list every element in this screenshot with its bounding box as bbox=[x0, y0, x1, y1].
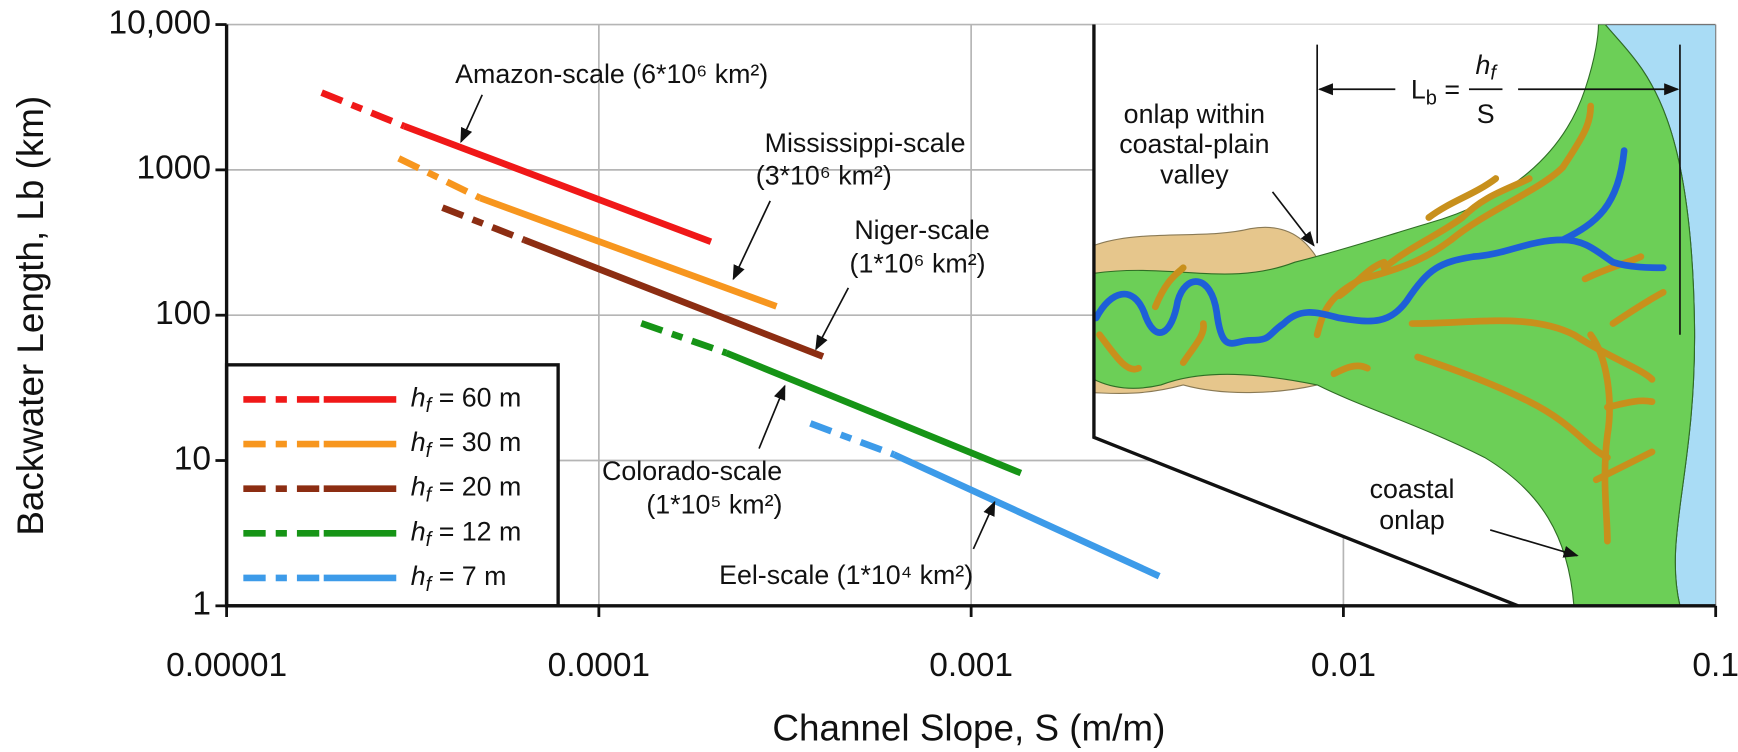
x-tick-label: 0.01 bbox=[1311, 647, 1376, 684]
x-axis-title: Channel Slope, S (m/m) bbox=[772, 708, 1165, 749]
x-tick-label: 0.001 bbox=[929, 647, 1013, 684]
chart: Lb = hf S onlap within coastal-plain val… bbox=[0, 0, 1738, 752]
inset-label: coastal-plain bbox=[1119, 129, 1269, 159]
x-tick-label: 0.00001 bbox=[166, 647, 287, 684]
legend: hf = 60 mhf = 30 mhf = 20 mhf = 12 mhf =… bbox=[227, 365, 559, 606]
annotation: Mississippi-scale bbox=[765, 128, 966, 158]
annotation: (1*10⁶ km²) bbox=[850, 249, 986, 279]
annotation: (1*10⁵ km²) bbox=[646, 490, 782, 520]
formula-denominator: S bbox=[1477, 99, 1495, 129]
y-tick-label: 1000 bbox=[136, 150, 210, 187]
y-tick-label: 100 bbox=[155, 295, 211, 332]
inset-label: onlap within bbox=[1124, 99, 1265, 129]
inset-label: coastal bbox=[1370, 474, 1455, 504]
y-tick-label: 10 bbox=[174, 440, 211, 477]
x-tick-label: 0.0001 bbox=[548, 647, 650, 684]
inset-label: onlap bbox=[1379, 505, 1445, 535]
annotation: Amazon-scale (6*10⁶ km²) bbox=[455, 59, 768, 89]
annotation: Eel-scale (1*10⁴ km²) bbox=[719, 560, 973, 590]
annotation: (3*10⁶ km²) bbox=[756, 160, 892, 190]
legend-label: hf = 7 m bbox=[411, 561, 507, 596]
y-axis-title: Backwater Length, Lb (km) bbox=[10, 96, 51, 536]
annotation: Colorado-scale bbox=[602, 456, 782, 486]
y-tick-label: 1 bbox=[192, 586, 211, 623]
annotation: Niger-scale bbox=[854, 215, 989, 245]
inset-label: valley bbox=[1160, 159, 1229, 189]
y-tick-label: 10,000 bbox=[109, 4, 211, 41]
x-tick-label: 0.1 bbox=[1692, 647, 1738, 684]
